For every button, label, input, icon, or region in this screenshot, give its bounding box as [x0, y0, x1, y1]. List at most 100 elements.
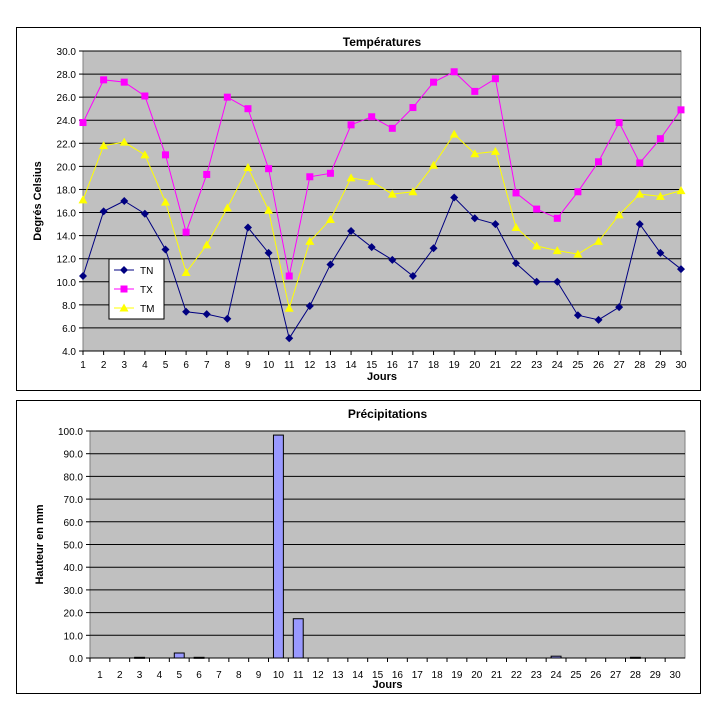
series-line-tn: [82, 196, 682, 340]
data-point-tm: [552, 246, 562, 255]
x-tick-label: 30: [675, 360, 687, 371]
data-point-tx: [430, 78, 438, 86]
y-axis-title: Hauteur en mm: [34, 504, 46, 584]
data-point-tn: [161, 245, 170, 254]
x-tick-label: 12: [304, 360, 316, 371]
x-tick-label: 28: [630, 670, 642, 681]
x-tick-label: 7: [204, 360, 210, 371]
y-tick-label: 60.0: [64, 518, 84, 529]
data-point-tm: [532, 241, 542, 250]
data-point-tn: [99, 207, 108, 216]
series-line-tm: [82, 133, 682, 311]
x-tick-label: 10: [273, 670, 285, 681]
data-point-tx: [120, 78, 128, 86]
y-tick-label: 26.0: [57, 93, 77, 104]
y-tick-label: 20.0: [57, 162, 77, 173]
bar-day-28: [629, 656, 641, 659]
x-tick-label: 21: [491, 670, 503, 681]
y-tick-label: 10.0: [64, 631, 84, 642]
y-tick-label: 4.0: [62, 347, 76, 358]
data-point-tx: [656, 135, 664, 143]
bar-day-6: [193, 656, 205, 659]
y-tick-label: 70.0: [64, 495, 84, 506]
data-point-tx: [306, 173, 314, 181]
data-point-tn: [305, 302, 314, 310]
data-point-tn: [326, 260, 335, 269]
data-point-tx: [368, 113, 376, 121]
data-point-tx: [223, 93, 231, 101]
x-tick-label: 30: [670, 670, 682, 681]
x-tick-label: 15: [366, 360, 378, 371]
x-tick-label: 14: [346, 360, 358, 371]
data-point-tx: [636, 159, 644, 167]
x-tick-label: 5: [176, 670, 182, 681]
legend-marker-tm: [119, 303, 129, 312]
data-point-tm: [160, 197, 170, 206]
data-point-tx: [471, 87, 479, 95]
data-point-tm: [573, 249, 583, 258]
x-tick-label: 15: [372, 670, 384, 681]
data-point-tx: [615, 119, 623, 127]
data-point-tn: [120, 197, 129, 205]
data-point-tx: [203, 170, 211, 178]
data-point-tx: [347, 121, 355, 129]
y-tick-label: 0.0: [69, 654, 83, 665]
data-point-tn: [553, 277, 562, 286]
data-point-tn: [79, 272, 87, 280]
legend-marker-tn: [120, 266, 128, 274]
y-tick-label: 10.0: [57, 278, 77, 289]
data-point-tm: [222, 203, 232, 212]
x-tick-label: 23: [531, 670, 543, 681]
data-point-tn: [243, 223, 252, 232]
x-tick-label: 14: [352, 670, 364, 681]
x-tick-label: 16: [387, 360, 399, 371]
x-tick-label: 6: [183, 360, 189, 371]
data-point-tm: [614, 210, 624, 219]
data-point-tn: [635, 220, 644, 229]
y-tick-label: 6.0: [62, 324, 76, 335]
x-tick-label: 4: [157, 670, 163, 681]
series-tn: [79, 193, 685, 343]
precipitation-chart-svg: Précipitations 0.0 10.0 20.0 30.0 40.0 50.0 60.…: [34, 407, 686, 691]
plot-area: [82, 50, 682, 352]
x-tick-label: 18: [428, 360, 440, 371]
y-tick-label: 30.0: [57, 47, 77, 58]
data-point-tm: [490, 146, 500, 155]
data-point-tm: [140, 150, 150, 159]
data-point-tx: [512, 189, 520, 197]
x-tick-label: 23: [531, 360, 543, 371]
x-tick-label: 22: [511, 670, 523, 681]
data-point-tx: [491, 75, 499, 83]
data-point-tm: [511, 223, 521, 232]
data-point-tn: [140, 209, 149, 218]
x-tick-label: 26: [593, 360, 605, 371]
data-point-tx: [79, 119, 87, 127]
bar-day-10: [272, 434, 284, 659]
x-tick-label: 25: [572, 360, 584, 371]
x-tick-label: 27: [610, 670, 622, 681]
data-point-tx: [326, 169, 334, 177]
data-point-tx: [574, 188, 582, 196]
temperature-chart: Températures 4.0 6.0 8.0 10.0 12.0 14.0 16.0 18.…: [16, 27, 701, 391]
data-point-tm: [78, 195, 88, 204]
bar-day-5: [173, 652, 185, 659]
x-tick-label: 29: [655, 360, 667, 371]
x-tick-label: 1: [97, 670, 103, 681]
y-tick-label: 16.0: [57, 209, 77, 220]
series-line-tx: [82, 71, 682, 277]
y-tick-label: 28.0: [57, 70, 77, 81]
data-point-tx: [409, 104, 417, 112]
y-tick-label: 50.0: [64, 541, 84, 552]
data-point-tn: [264, 248, 273, 257]
x-tick-label: 28: [634, 360, 646, 371]
y-tick-label: 12.0: [57, 255, 77, 266]
y-tick-label: 40.0: [64, 563, 84, 574]
y-tick-label: 90.0: [64, 450, 84, 461]
data-point-tm: [346, 173, 356, 182]
x-tick-label: 5: [163, 360, 169, 371]
x-tick-label: 26: [590, 670, 602, 681]
x-tick-label: 20: [469, 360, 481, 371]
x-tick-label: 3: [137, 670, 143, 681]
data-point-tn: [677, 265, 685, 274]
data-point-tn: [656, 248, 665, 257]
